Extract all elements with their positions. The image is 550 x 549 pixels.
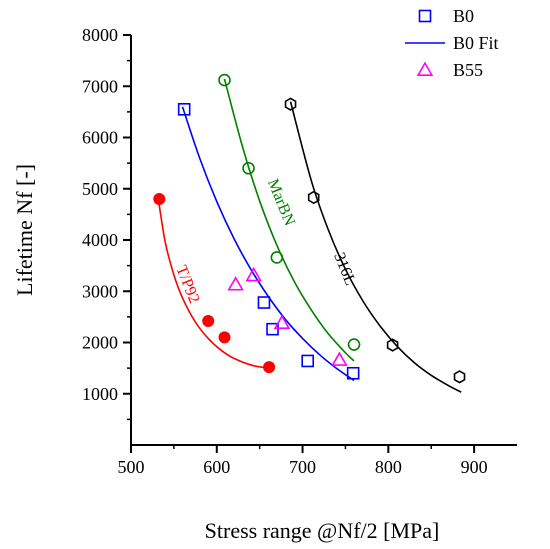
legend-label: B55 — [453, 60, 483, 80]
y-tick-label: 7000 — [82, 76, 118, 96]
data-point — [301, 354, 315, 368]
data-point — [266, 322, 279, 336]
legend-entry: B55 — [416, 60, 483, 80]
x-tick-label: 700 — [289, 457, 316, 477]
data-point — [227, 276, 244, 291]
series-t-p92: T/P92 — [153, 193, 276, 374]
data-point — [257, 296, 271, 309]
legend: B0 B0 Fit B55 — [405, 6, 499, 80]
y-tick-label: 2000 — [82, 333, 118, 353]
legend-label: B0 — [453, 6, 474, 26]
data-point — [263, 361, 276, 374]
legend-marker-swatch — [418, 9, 432, 23]
data-point — [346, 366, 360, 380]
legend-label: B0 Fit — [453, 33, 499, 53]
y-tick-label: 3000 — [82, 281, 118, 301]
x-axis-title: Stress range @Nf/2 [MPa] — [205, 518, 440, 543]
series-annotation: MarBN — [264, 177, 298, 229]
data-point — [270, 251, 284, 264]
fit-curve — [289, 101, 462, 393]
data-point — [347, 338, 361, 351]
data-point — [386, 338, 399, 352]
y-tick-label: 8000 — [82, 25, 118, 45]
y-tick-label: 5000 — [82, 179, 118, 199]
x-tick-label: 500 — [118, 457, 145, 477]
data-point — [153, 193, 166, 205]
data-point — [218, 331, 231, 344]
data-point — [218, 73, 231, 87]
legend-entry: B0 — [418, 6, 474, 26]
data-point — [177, 103, 191, 116]
y-axis-title: Lifetime Nf [-] — [12, 164, 37, 296]
legend-marker-swatch — [416, 61, 434, 76]
series-marbn: MarBN — [218, 73, 361, 362]
y-tick-label: 1000 — [82, 384, 118, 404]
fit-curve — [157, 199, 269, 369]
data-point — [453, 370, 466, 384]
x-tick-label: 900 — [461, 457, 488, 477]
y-tick-label: 6000 — [82, 128, 118, 148]
x-tick-label: 800 — [375, 457, 402, 477]
legend-entry: B0 Fit — [405, 33, 499, 53]
series-b55 — [227, 266, 348, 366]
data-point — [245, 266, 262, 282]
data-point — [307, 190, 320, 205]
fit-curve — [223, 78, 355, 362]
series-annotation: 316L — [330, 250, 358, 288]
data-point — [202, 314, 215, 327]
data-point — [242, 161, 255, 175]
data-point — [284, 97, 297, 111]
y-tick-label: 4000 — [82, 230, 118, 250]
data-point — [331, 351, 348, 366]
series-b0 — [177, 103, 360, 382]
plot-area: MarBN 316L T/P92 — [153, 73, 466, 393]
data-point — [273, 314, 291, 329]
axes: 500 600 700 800 900 1000 2000 3000 4000 5000 6000 7… — [82, 25, 517, 477]
x-tick-label: 600 — [203, 457, 230, 477]
